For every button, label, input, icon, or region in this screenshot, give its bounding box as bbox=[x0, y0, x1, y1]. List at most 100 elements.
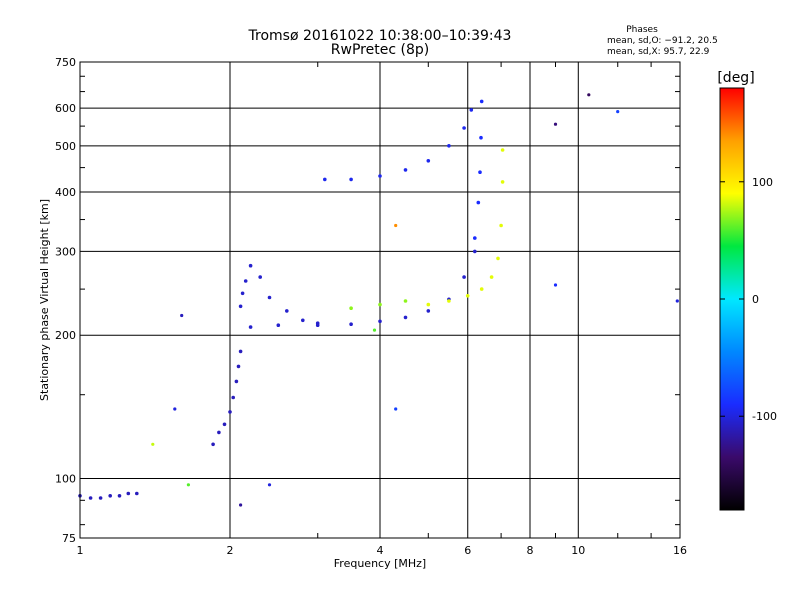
x-axis-label: Frequency [MHz] bbox=[334, 557, 426, 570]
data-point bbox=[447, 299, 451, 303]
data-point bbox=[173, 407, 177, 411]
data-point bbox=[403, 299, 408, 303]
data-point bbox=[469, 108, 474, 112]
data-point bbox=[239, 503, 243, 507]
x-tick-label: 2 bbox=[227, 544, 234, 557]
data-point bbox=[236, 364, 241, 369]
data-point bbox=[276, 323, 281, 328]
data-point bbox=[243, 279, 248, 283]
data-point bbox=[462, 126, 466, 130]
data-point bbox=[378, 302, 382, 307]
data-point bbox=[135, 491, 139, 496]
data-point bbox=[301, 318, 305, 323]
colorbar: -100 0 100 bbox=[719, 87, 777, 511]
data-point bbox=[240, 291, 245, 296]
legend-line-o: mean, sd,O: −91.2, 20.5 bbox=[607, 36, 718, 46]
data-point bbox=[248, 325, 253, 329]
data-point bbox=[258, 275, 263, 279]
data-point bbox=[473, 236, 477, 240]
data-point bbox=[238, 349, 243, 354]
y-tick-label: 400 bbox=[55, 186, 76, 199]
data-point bbox=[378, 174, 382, 178]
data-point bbox=[500, 148, 505, 152]
data-point bbox=[349, 306, 353, 311]
data-point bbox=[496, 256, 500, 261]
data-point bbox=[447, 144, 451, 148]
plot-frame bbox=[79, 61, 681, 539]
data-point bbox=[378, 319, 382, 324]
y-tick-label: 300 bbox=[55, 245, 76, 258]
data-point bbox=[228, 410, 232, 414]
x-tick-label: 10 bbox=[571, 544, 585, 557]
data-point bbox=[323, 177, 327, 182]
y-tick-label: 100 bbox=[55, 473, 76, 486]
data-point bbox=[403, 168, 408, 172]
data-point bbox=[553, 283, 558, 287]
data-point bbox=[88, 496, 93, 500]
data-point bbox=[675, 299, 679, 303]
data-point bbox=[473, 249, 477, 254]
data-point bbox=[426, 309, 431, 313]
data-point bbox=[211, 442, 215, 447]
data-point bbox=[499, 223, 503, 228]
x-tick-label: 1 bbox=[77, 544, 84, 557]
data-point bbox=[285, 309, 289, 313]
data-point bbox=[234, 379, 239, 384]
data-point bbox=[267, 295, 272, 300]
data-point bbox=[217, 430, 221, 435]
x-tick-label: 6 bbox=[464, 544, 471, 557]
legend-line-x: mean, sd,X: 95.7, 22.9 bbox=[607, 47, 710, 57]
colorbar-label: [deg] bbox=[717, 70, 754, 86]
chart-title: Tromsø 20161022 10:38:00–10:39:43 bbox=[248, 28, 512, 44]
data-point bbox=[478, 170, 482, 174]
data-point bbox=[238, 304, 243, 309]
data-point bbox=[489, 275, 494, 279]
data-point bbox=[462, 275, 466, 279]
data-point bbox=[180, 313, 184, 318]
chart-subtitle: RwPretec (8p) bbox=[331, 42, 429, 58]
y-tick-label: 75 bbox=[62, 532, 76, 545]
data-point bbox=[500, 180, 505, 184]
data-point bbox=[372, 328, 377, 332]
data-point bbox=[222, 422, 227, 427]
data-point bbox=[108, 494, 112, 498]
plot-area bbox=[78, 62, 680, 538]
colorbar-tick-label: 0 bbox=[752, 293, 759, 306]
y-tick-label: 200 bbox=[55, 329, 76, 342]
data-point bbox=[315, 323, 320, 328]
data-point bbox=[126, 491, 131, 496]
data-point bbox=[151, 442, 155, 446]
data-point bbox=[394, 407, 398, 411]
data-point bbox=[479, 135, 483, 140]
data-point bbox=[349, 322, 353, 327]
y-axis-label: Stationary phase Virtual Height [km] bbox=[38, 199, 51, 401]
x-tick-label: 4 bbox=[377, 544, 384, 557]
data-point bbox=[267, 483, 272, 487]
data-point bbox=[248, 263, 253, 268]
data-point bbox=[479, 287, 484, 291]
colorbar-tick-label: 100 bbox=[752, 176, 773, 189]
data-point bbox=[231, 395, 235, 400]
y-tick-label: 600 bbox=[55, 102, 76, 115]
data-point bbox=[587, 93, 591, 97]
y-tick-label: 750 bbox=[55, 56, 76, 69]
x-tick-label: 16 bbox=[673, 544, 687, 557]
colorbar-tick-label: -100 bbox=[752, 410, 777, 423]
data-point bbox=[426, 302, 431, 307]
data-point bbox=[394, 223, 398, 228]
data-point bbox=[479, 99, 484, 104]
data-point bbox=[98, 496, 103, 500]
data-point bbox=[186, 483, 190, 487]
data-point bbox=[403, 315, 408, 320]
y-tick-label: 500 bbox=[55, 140, 76, 153]
data-point bbox=[476, 200, 481, 205]
x-tick-label: 8 bbox=[527, 544, 534, 557]
data-point bbox=[117, 494, 122, 498]
data-point bbox=[465, 294, 470, 298]
data-point bbox=[426, 159, 431, 163]
data-point bbox=[349, 177, 353, 182]
data-point bbox=[553, 122, 558, 126]
data-point bbox=[616, 110, 620, 114]
legend-header: Phases bbox=[626, 25, 658, 35]
